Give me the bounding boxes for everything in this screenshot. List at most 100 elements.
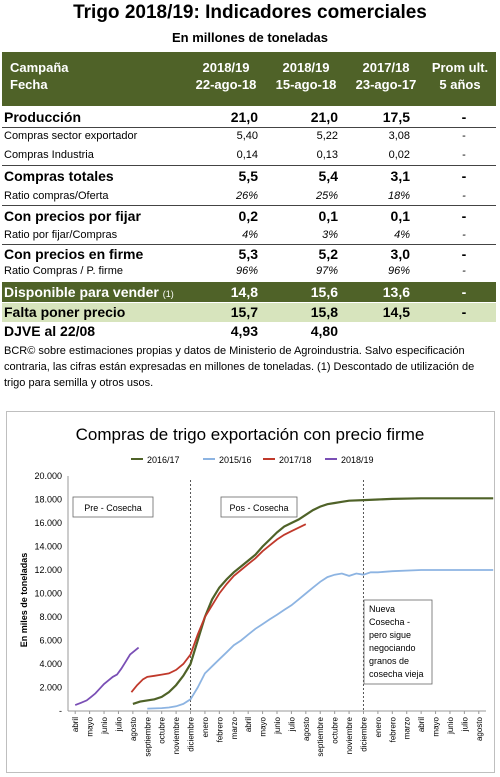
x-tick-label: noviembre — [172, 716, 181, 754]
y-tick-label: 2.000 — [39, 683, 62, 693]
header-col-3: 2017/18 23-ago-17 — [346, 59, 426, 93]
table-row-produccion: Producción 21,0 21,0 17,5 - — [2, 109, 496, 127]
y-tick-label: 6.000 — [39, 636, 62, 646]
x-tick-label: septiembre — [143, 716, 152, 756]
row-value-3: 17,5 — [382, 109, 410, 125]
row-value-4: - — [462, 229, 466, 241]
row-value-1: 5,3 — [238, 246, 258, 262]
header-col-3-date: 23-ago-17 — [355, 77, 417, 92]
y-tick-label: 10.000 — [34, 589, 62, 599]
table-header: Campaña Fecha 2018/19 22-ago-18 2018/19 … — [2, 52, 496, 106]
legend-label: 2017/18 — [279, 455, 312, 465]
row-label: Ratio Compras / P. firme — [4, 265, 124, 277]
x-tick-label: febrero — [215, 716, 224, 742]
x-tick-label: mayo — [259, 716, 268, 736]
source-note: BCR© sobre estimaciones propias y datos … — [4, 345, 475, 389]
row-label: Con precios en firme — [4, 246, 144, 262]
x-tick-label: octubre — [331, 716, 340, 743]
row-value-4: - — [461, 284, 467, 300]
x-tick-label: diciembre — [187, 716, 196, 751]
row-value-4: - — [461, 246, 467, 262]
series-line-2017-18 — [130, 523, 307, 693]
row-label: Con precios por fijar — [4, 208, 141, 224]
row-value-1: 5,5 — [238, 168, 258, 184]
annotation-nueva-line: Cosecha - — [369, 617, 410, 627]
row-value-2: 3% — [322, 229, 338, 241]
row-value-2: 15,8 — [310, 304, 338, 320]
y-tick-label: 14.000 — [34, 542, 62, 552]
row-label: DJVE al 22/08 — [4, 323, 96, 339]
y-tick-label: 20.000 — [34, 471, 62, 481]
y-axis-label: En miles de toneladas — [19, 553, 29, 648]
series-line-2015-16 — [147, 569, 494, 710]
row-label: Producción — [4, 109, 82, 125]
row-label: Ratio compras/Oferta — [4, 190, 109, 202]
header-col-3-campaign: 2017/18 — [362, 60, 410, 75]
chart-title: Compras de trigo exportación con precio … — [76, 425, 425, 444]
x-tick-label: agosto — [129, 716, 138, 741]
row-value-3: 3,0 — [390, 246, 410, 262]
row-value-2: 5,4 — [318, 168, 338, 184]
x-tick-label: julio — [287, 716, 296, 732]
header-campaign-label: Campaña — [10, 60, 69, 75]
x-tick-label: julio — [114, 716, 123, 732]
row-value-3: 13,6 — [382, 284, 410, 300]
legend-label: 2015/16 — [219, 455, 252, 465]
row-value-1: 21,0 — [230, 109, 258, 125]
row-value-2: 97% — [315, 265, 338, 277]
row-value-1: 15,7 — [230, 304, 258, 320]
series-line-2016-17 — [132, 497, 494, 705]
annotation-nueva-line: Nueva — [369, 604, 395, 614]
x-tick-label: marzo — [403, 716, 412, 739]
table-row-compras-exportador: Compras sector exportador 5,40 5,22 3,08… — [2, 130, 496, 146]
row-value-1: 0,2 — [238, 208, 258, 224]
y-tick-label: 12.000 — [34, 565, 62, 575]
table-row-ratio-oferta: Ratio compras/Oferta 26% 25% 18% - — [2, 190, 496, 206]
x-tick-label: abril — [71, 717, 80, 732]
row-divider — [2, 127, 496, 128]
row-divider — [2, 244, 496, 245]
row-label: Ratio por fijar/Compras — [4, 229, 118, 241]
series-line-2018-19 — [74, 646, 140, 706]
row-value-4: - — [462, 265, 466, 277]
header-date-label: Fecha — [10, 77, 48, 92]
x-tick-label: abril — [244, 717, 253, 732]
x-tick-label: septiembre — [316, 716, 325, 756]
header-col-4: Prom ult. 5 años — [424, 59, 496, 93]
row-label: Compras totales — [4, 168, 114, 184]
y-tick-label: 16.000 — [34, 518, 62, 528]
x-tick-label: agosto — [302, 716, 311, 741]
x-tick-label: mayo — [86, 716, 95, 736]
row-label: Falta poner precio — [4, 304, 126, 320]
annotation-pre-box — [72, 496, 154, 518]
annotation-nueva-line: pero sigue — [369, 630, 411, 640]
row-label: Compras sector exportador — [4, 130, 138, 142]
annotation-pos-box — [220, 496, 298, 518]
row-label: Compras Industria — [4, 149, 94, 161]
row-value-1: 26% — [235, 190, 258, 202]
y-tick-label: - — [59, 706, 62, 716]
x-tick-label: diciembre — [359, 716, 368, 751]
table-row-compras-totales: Compras totales 5,5 5,4 3,1 - — [2, 168, 496, 186]
annotation-nueva-line: granos de — [369, 656, 409, 666]
annotation-pos: Pos - Cosecha — [229, 503, 288, 513]
row-value-2: 21,0 — [310, 109, 338, 125]
row-value-2: 15,6 — [310, 284, 338, 300]
table-row-djve: DJVE al 22/08 4,93 4,80 — [2, 323, 496, 341]
row-value-3: 0,1 — [390, 208, 410, 224]
table-row-disponible: Disponible para vender (1) 14,8 15,6 13,… — [2, 282, 496, 302]
row-divider — [2, 165, 496, 166]
x-tick-label: junio — [446, 716, 455, 734]
row-value-3: 14,5 — [382, 304, 410, 320]
header-col-2-date: 15-ago-18 — [275, 77, 337, 92]
row-divider — [2, 205, 496, 206]
table-row-ratio-fijar: Ratio por fijar/Compras 4% 3% 4% - — [2, 229, 496, 245]
x-tick-label: octubre — [158, 716, 167, 743]
x-tick-label: marzo — [230, 716, 239, 739]
header-col-1-date: 22-ago-18 — [195, 77, 257, 92]
header-col-2-campaign: 2018/19 — [282, 60, 330, 75]
row-value-3: 0,02 — [388, 149, 410, 161]
x-tick-label: junio — [273, 716, 282, 734]
header-col-1-campaign: 2018/19 — [202, 60, 250, 75]
x-tick-label: febrero — [388, 716, 397, 742]
